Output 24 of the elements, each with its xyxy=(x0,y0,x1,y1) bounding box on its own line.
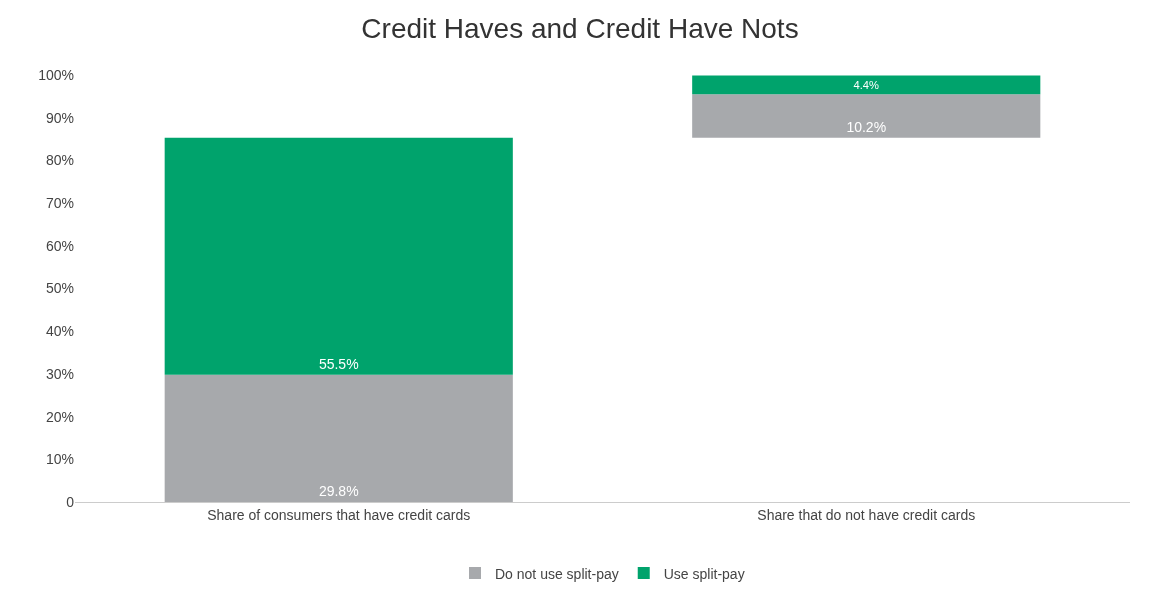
bar xyxy=(164,374,513,502)
y-tick-label: 20% xyxy=(45,408,74,425)
data-label: 55.5% xyxy=(318,355,359,372)
data-label: 10.2% xyxy=(846,118,887,135)
legend-label: Do not use split-pay xyxy=(495,565,619,582)
data-label: 4.4% xyxy=(853,78,880,91)
y-tick-label: 80% xyxy=(45,152,74,169)
y-tick-label: 0 xyxy=(66,493,75,510)
x-tick-label: Share that do not have credit cards xyxy=(757,506,976,523)
y-tick-label: 50% xyxy=(45,280,74,297)
y-tick-label: 70% xyxy=(45,195,74,211)
chart-title: Credit Haves and Credit Have Nots xyxy=(361,12,799,44)
y-tick-label: 30% xyxy=(45,365,74,382)
legend-label: Use split-pay xyxy=(663,565,745,582)
y-tick-label: 10% xyxy=(45,451,74,468)
y-tick-label: 40% xyxy=(45,323,74,340)
data-label: 29.8% xyxy=(318,483,359,499)
x-tick-label: Share of consumers that have credit cards xyxy=(207,506,471,523)
y-tick-label: 100% xyxy=(38,66,74,83)
bar xyxy=(164,137,513,375)
y-tick-label: 60% xyxy=(45,237,74,254)
y-tick-label: 90% xyxy=(45,109,74,126)
bar xyxy=(692,75,1041,95)
bar xyxy=(692,94,1041,138)
